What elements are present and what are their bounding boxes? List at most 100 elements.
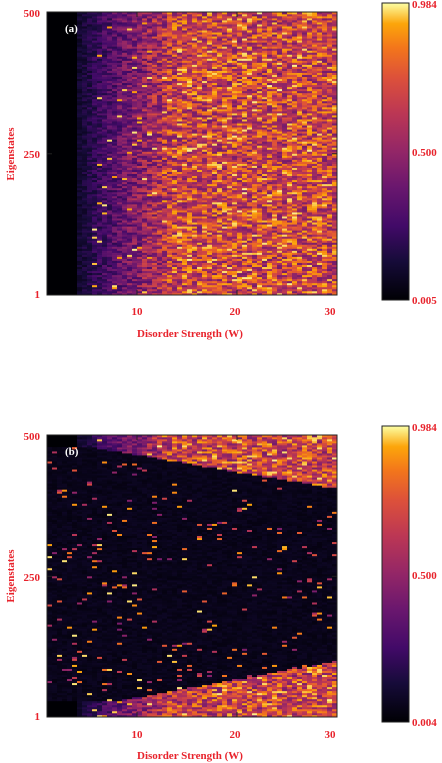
heatmap-cell bbox=[192, 258, 198, 261]
heatmap-cell bbox=[242, 224, 248, 227]
heatmap-cell bbox=[82, 145, 88, 148]
heatmap-cell bbox=[177, 167, 183, 170]
heatmap-cell bbox=[267, 260, 273, 263]
heatmap-cell bbox=[312, 230, 318, 233]
heatmap-cell bbox=[77, 254, 83, 257]
heatmap-cell bbox=[187, 169, 193, 172]
heatmap-cell bbox=[307, 163, 313, 166]
heatmap-cell bbox=[162, 260, 168, 263]
heatmap-cell bbox=[332, 155, 337, 158]
heatmap-cell bbox=[282, 125, 288, 128]
heatmap-cell bbox=[152, 147, 158, 150]
heatmap-cell bbox=[147, 111, 153, 114]
heatmap-cell bbox=[117, 163, 123, 166]
heatmap-cell bbox=[167, 220, 173, 223]
heatmap-cell bbox=[127, 177, 133, 181]
heatmap-cell bbox=[137, 171, 143, 175]
heatmap-cell bbox=[227, 113, 233, 116]
heatmap-cell bbox=[307, 272, 313, 276]
heatmap-cell bbox=[152, 175, 158, 179]
heatmap-cell bbox=[162, 256, 168, 259]
heatmap-cell bbox=[332, 206, 337, 209]
heatmap-cell bbox=[142, 218, 148, 221]
heatmap-cell bbox=[127, 252, 133, 255]
heatmap-cell bbox=[307, 232, 313, 235]
heatmap-cell bbox=[312, 236, 318, 239]
heatmap-cell bbox=[117, 222, 123, 225]
heatmap-cell bbox=[227, 212, 233, 215]
heatmap-cell bbox=[322, 107, 328, 110]
heatmap-cell bbox=[242, 244, 248, 247]
heatmap-cell bbox=[187, 248, 193, 251]
heatmap-cell bbox=[272, 165, 278, 168]
heatmap-cell bbox=[97, 195, 103, 199]
heatmap-cell bbox=[147, 256, 153, 259]
heatmap-cell bbox=[172, 185, 178, 189]
heatmap-cell bbox=[177, 230, 183, 233]
heatmap-cell bbox=[302, 173, 308, 177]
heatmap-cell bbox=[262, 222, 268, 225]
heatmap-cell bbox=[147, 195, 153, 199]
heatmap-cell bbox=[192, 248, 198, 251]
heatmap-cell bbox=[307, 284, 313, 288]
heatmap-cell bbox=[327, 246, 333, 249]
heatmap-cell bbox=[92, 131, 98, 134]
heatmap-cell bbox=[182, 143, 188, 146]
heatmap-cell bbox=[207, 131, 213, 134]
heatmap-cell bbox=[107, 161, 113, 164]
heatmap-cell bbox=[177, 111, 183, 114]
heatmap-cell bbox=[127, 149, 133, 152]
heatmap-cell bbox=[202, 256, 208, 259]
heatmap-cell bbox=[107, 274, 113, 278]
heatmap-cell bbox=[142, 226, 148, 229]
heatmap-cell bbox=[227, 143, 233, 146]
heatmap-cell bbox=[242, 282, 248, 286]
heatmap-cell bbox=[137, 210, 143, 213]
heatmap-cell bbox=[97, 226, 103, 229]
heatmap-cell bbox=[222, 157, 228, 160]
heatmap-cell bbox=[202, 183, 208, 187]
heatmap-cell bbox=[77, 149, 83, 152]
heatmap-cell bbox=[182, 276, 188, 280]
heatmap-cell bbox=[232, 234, 238, 237]
heatmap-cell bbox=[252, 252, 258, 255]
heatmap-cell bbox=[132, 214, 138, 217]
heatmap-cell bbox=[282, 161, 288, 164]
heatmap-cell bbox=[137, 236, 143, 239]
heatmap-cell bbox=[207, 272, 213, 276]
heatmap-cell bbox=[227, 179, 233, 183]
heatmap-cell bbox=[312, 222, 318, 225]
heatmap-cell bbox=[207, 151, 213, 154]
heatmap-cell bbox=[142, 131, 148, 134]
heatmap-cell bbox=[197, 195, 203, 199]
heatmap-cell bbox=[277, 280, 283, 284]
heatmap-cell bbox=[217, 250, 223, 253]
heatmap-cell bbox=[217, 210, 223, 213]
heatmap-cell bbox=[257, 113, 263, 116]
heatmap-cell bbox=[262, 173, 268, 177]
heatmap-cell bbox=[297, 195, 303, 199]
heatmap-cell bbox=[247, 187, 253, 191]
heatmap-cell bbox=[322, 222, 328, 225]
heatmap-cell bbox=[162, 173, 168, 177]
heatmap-cell bbox=[272, 224, 278, 227]
heatmap-cell bbox=[172, 260, 178, 263]
heatmap-cell bbox=[267, 145, 273, 148]
heatmap-cell bbox=[162, 117, 168, 120]
heatmap-cell bbox=[167, 131, 173, 134]
heatmap-cell bbox=[97, 183, 103, 187]
heatmap-cell bbox=[167, 195, 173, 199]
heatmap-cell bbox=[87, 159, 93, 162]
heatmap-cell bbox=[237, 210, 243, 213]
heatmap-cell bbox=[117, 123, 123, 126]
heatmap-cell bbox=[117, 181, 123, 185]
heatmap-cell bbox=[137, 204, 143, 207]
heatmap-cell bbox=[142, 212, 148, 215]
heatmap-cell bbox=[277, 169, 283, 172]
heatmap-cell bbox=[307, 165, 313, 168]
heatmap-cell bbox=[252, 141, 258, 144]
heatmap-cell bbox=[132, 183, 138, 187]
heatmap-cell bbox=[282, 177, 288, 181]
heatmap-cell bbox=[317, 262, 323, 265]
heatmap-cell bbox=[97, 193, 103, 197]
